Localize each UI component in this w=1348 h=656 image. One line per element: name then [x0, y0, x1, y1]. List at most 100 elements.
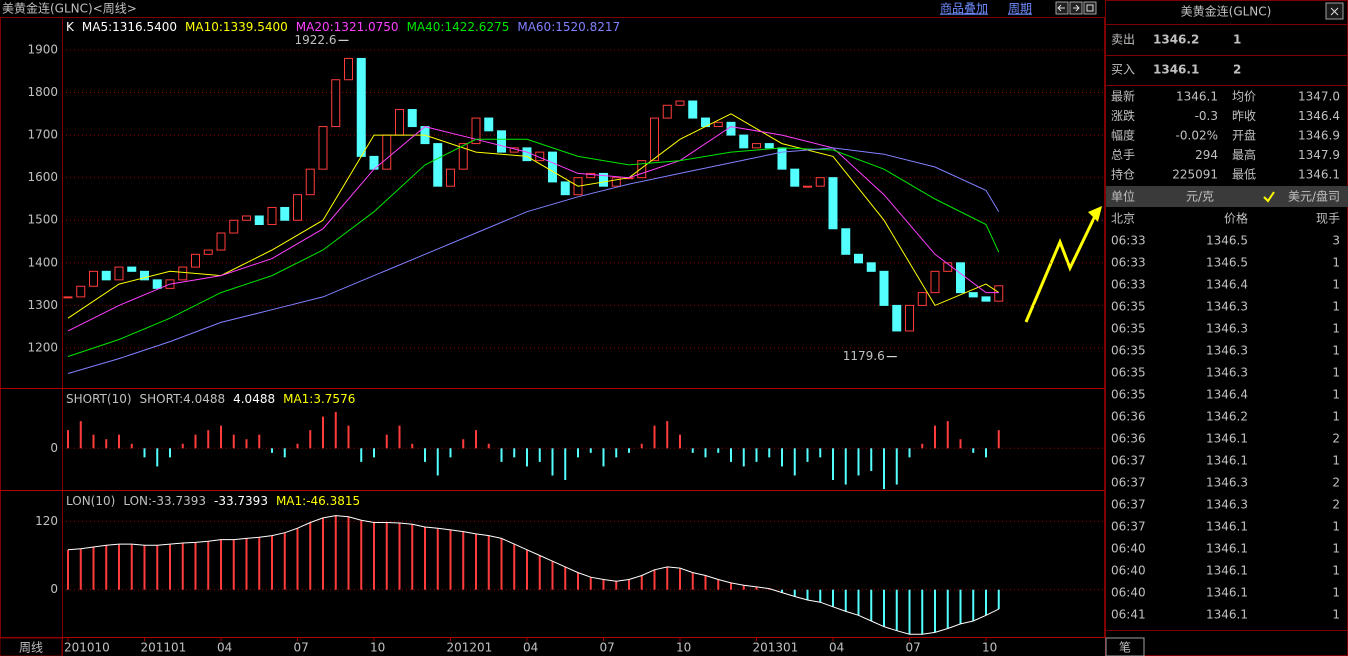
candle: [458, 143, 468, 170]
x-tick-label: 04: [523, 641, 538, 655]
stat-value: 1346.1: [1176, 90, 1218, 104]
legend-item: MA40:1422.6275: [407, 20, 510, 34]
legend: LON(10) LON:-33.7393 -33.7393 MA1:-46.3815: [66, 494, 360, 508]
trade-cell: 06:37: [1111, 454, 1146, 468]
ma-line: [67, 113, 1000, 319]
period-tab-box[interactable]: [0, 637, 63, 656]
candle: [203, 249, 213, 255]
trend-arrow-head: [1088, 206, 1102, 222]
candle: [446, 168, 455, 187]
trade-cell: 06:37: [1111, 476, 1146, 490]
buy-price: 1346.1: [1153, 63, 1199, 77]
candle: [713, 121, 723, 128]
legend-item: LON(10): [66, 494, 115, 508]
trade-cell: 1: [1332, 410, 1340, 424]
unit-cell[interactable]: 美元/盘司: [1288, 189, 1340, 204]
icon-glyph: [1086, 4, 1094, 12]
stat-label: 最高: [1232, 147, 1256, 162]
candle: [803, 185, 812, 188]
unit-cell[interactable]: 元/克: [1186, 190, 1214, 204]
trade-cell: 1346.1: [1206, 432, 1248, 446]
legend-item: SHORT:4.0488: [140, 392, 226, 406]
trade-cell: 2: [1332, 498, 1340, 512]
trade-cell: 1: [1332, 608, 1340, 622]
trade-cell: 1: [1332, 300, 1340, 314]
x-tick-label: 04: [829, 641, 844, 655]
x-tick-label: 201010: [64, 641, 110, 655]
candle: [216, 232, 226, 251]
close-glyph: [1330, 7, 1339, 16]
menu-link[interactable]: 商品叠加: [940, 1, 988, 16]
candle: [318, 126, 328, 170]
candle: [917, 292, 927, 306]
candle: [777, 147, 787, 170]
stat-label: 开盘: [1232, 128, 1256, 143]
trade-cell: 2: [1332, 476, 1340, 490]
candle: [637, 160, 647, 179]
y-tick-label: 0: [50, 582, 58, 596]
tab-box[interactable]: [1105, 637, 1145, 656]
stat-value: -0.02%: [1176, 129, 1218, 143]
x-tick-label: 10: [982, 641, 997, 655]
candle: [892, 304, 902, 332]
candle: [866, 262, 876, 272]
trade-cell: 06:33: [1111, 278, 1146, 292]
sell-price: 1346.2: [1153, 33, 1199, 47]
candle: [599, 172, 608, 187]
icon-button[interactable]: [1083, 1, 1097, 15]
trade-cell: 1346.5: [1206, 256, 1248, 270]
candle: [89, 270, 98, 287]
sell-qty: 1: [1233, 33, 1241, 47]
legend-item: SHORT(10): [66, 392, 132, 406]
trade-cell: 1: [1332, 278, 1340, 292]
tab-label[interactable]: 笔: [1119, 640, 1131, 655]
trade-cell: 1346.2: [1206, 410, 1248, 424]
candle: [905, 304, 914, 332]
y-tick-label: 1800: [27, 85, 58, 99]
candle: [739, 134, 749, 149]
candle: [114, 266, 124, 281]
trade-cell: 06:41: [1111, 608, 1146, 622]
stat-value: 1346.9: [1298, 129, 1340, 143]
trade-cell: 1346.3: [1206, 498, 1248, 512]
icon-glyph: [1057, 4, 1065, 12]
stat-value: 1346.4: [1298, 109, 1340, 123]
indicator-line: [67, 515, 1000, 635]
candle: [586, 172, 596, 179]
y-tick-label: 1700: [27, 128, 58, 142]
trade-cell: 1346.1: [1206, 586, 1248, 600]
trade-cell: 1346.5: [1206, 234, 1248, 248]
trade-cell: 1346.4: [1206, 388, 1248, 402]
x-tick-label: 201201: [447, 641, 493, 655]
window-title: 美黄金连(GLNC)<周线>: [2, 1, 137, 16]
candle: [191, 253, 200, 268]
candle: [242, 215, 251, 221]
ma-line: [67, 138, 1000, 357]
y-tick-label: 1500: [27, 213, 58, 227]
candle: [127, 266, 137, 272]
candle: [101, 270, 111, 281]
stat-label: 幅度: [1111, 128, 1135, 143]
candle: [688, 100, 698, 119]
candle: [497, 130, 506, 153]
trade-cell: 1346.3: [1206, 300, 1248, 314]
candle: [254, 215, 264, 226]
trade-cell: 06:36: [1111, 410, 1146, 424]
candle: [522, 147, 532, 162]
menu-link[interactable]: 周期: [1008, 2, 1032, 16]
trade-cell: 06:35: [1111, 388, 1146, 402]
x-tick-label: 07: [906, 641, 921, 655]
trades-header: 北京: [1111, 212, 1135, 226]
y-tick-label: 0: [50, 441, 58, 455]
trade-cell: 1346.3: [1206, 476, 1248, 490]
candle: [930, 270, 940, 294]
legend-item: MA20:1321.0750: [296, 20, 399, 34]
candle: [178, 266, 188, 281]
candle: [305, 168, 315, 196]
legend-item: -33.7393: [214, 494, 268, 508]
stat-label: 最低: [1232, 168, 1256, 182]
candle: [790, 168, 800, 187]
toolbar-icons[interactable]: [1055, 1, 1097, 15]
top-bar: [0, 0, 1105, 17]
